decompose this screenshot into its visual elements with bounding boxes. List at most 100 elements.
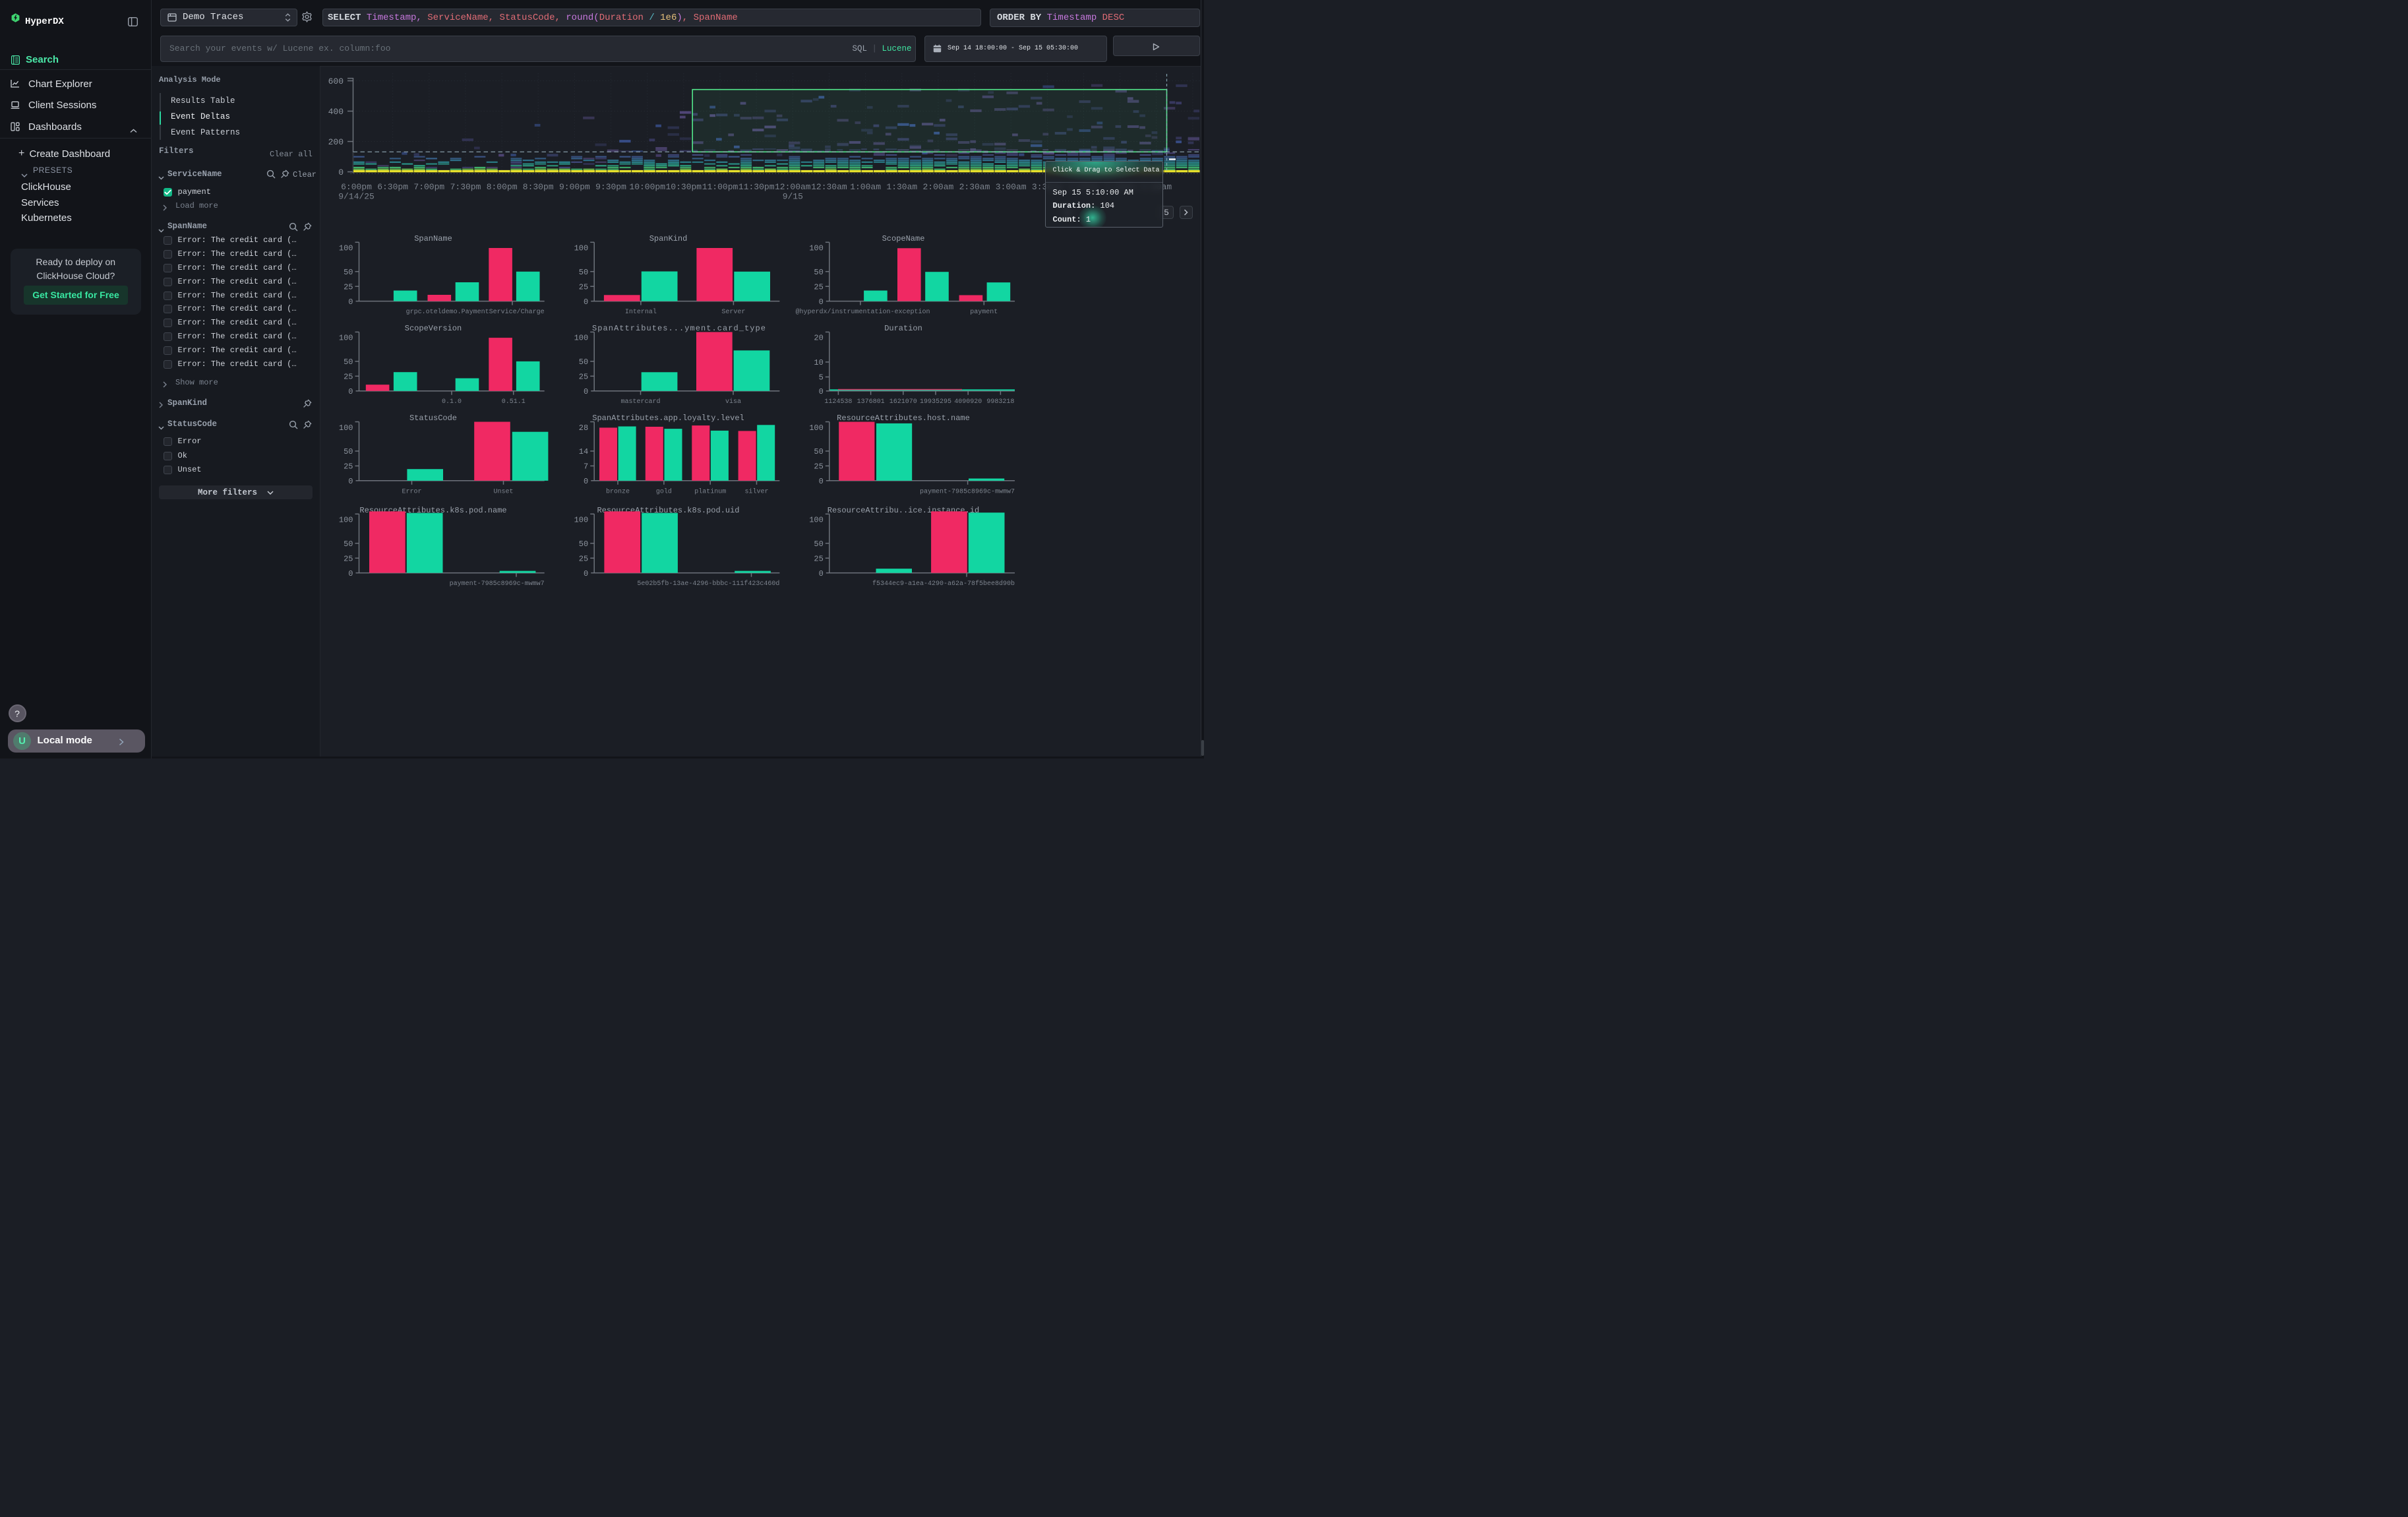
svg-text:1124538: 1124538 [824, 398, 852, 406]
svg-text:1376801: 1376801 [857, 398, 885, 406]
svg-text:6:30pm: 6:30pm [377, 182, 408, 192]
svg-text:11:00pm: 11:00pm [702, 182, 738, 192]
svg-text:5: 5 [819, 373, 824, 383]
svg-text:0: 0 [819, 477, 824, 486]
svg-text:100: 100 [574, 516, 589, 525]
svg-text:StatusCode: StatusCode [409, 414, 457, 423]
svg-text:payment-7985c8969c-mwmw7: payment-7985c8969c-mwmw7 [450, 580, 545, 588]
svg-text:mastercard: mastercard [620, 398, 660, 406]
svg-text:2:30am: 2:30am [959, 182, 990, 192]
svg-text:Internal: Internal [625, 308, 657, 316]
svg-text:100: 100 [339, 516, 353, 525]
svg-text:Unset: Unset [493, 488, 513, 495]
svg-text:10: 10 [814, 358, 823, 367]
svg-text:0: 0 [348, 387, 353, 396]
svg-text:9/15: 9/15 [783, 192, 803, 202]
svg-text:200: 200 [328, 137, 344, 147]
svg-text:12:30am: 12:30am [811, 182, 847, 192]
svg-text:25: 25 [344, 554, 353, 563]
svg-text:50: 50 [814, 268, 823, 277]
svg-text:7:00pm: 7:00pm [413, 182, 444, 192]
svg-text:0.1.0: 0.1.0 [442, 398, 462, 406]
svg-text:100: 100 [339, 334, 353, 343]
svg-text:8:30pm: 8:30pm [523, 182, 554, 192]
svg-text:Duration: Duration [884, 324, 922, 333]
svg-text:bronze: bronze [606, 487, 630, 495]
svg-text:19935295: 19935295 [920, 398, 951, 406]
svg-text:@hyperdx/instrumentation-excep: @hyperdx/instrumentation-exception [795, 308, 930, 316]
svg-text:50: 50 [344, 268, 353, 277]
svg-text:grpc.oteldemo.PaymentService/C: grpc.oteldemo.PaymentService/Charge [406, 308, 545, 316]
svg-text:0: 0 [819, 297, 824, 307]
svg-text:50: 50 [344, 357, 353, 367]
svg-text:28: 28 [579, 423, 588, 433]
svg-text:14: 14 [579, 447, 588, 456]
svg-text:platinum: platinum [694, 487, 726, 495]
svg-text:6:00pm: 6:00pm [341, 182, 372, 192]
svg-text:50: 50 [814, 540, 823, 549]
svg-text:50: 50 [579, 540, 588, 549]
svg-text:silver: silver [744, 487, 768, 495]
svg-text:100: 100 [339, 423, 353, 433]
svg-text:2:00am: 2:00am [922, 182, 953, 192]
svg-text:10:00pm: 10:00pm [629, 182, 665, 192]
svg-text:100: 100 [809, 516, 824, 525]
svg-text:9/14/25: 9/14/25 [338, 192, 375, 202]
svg-text:25: 25 [814, 282, 823, 292]
svg-text:ScopeVersion: ScopeVersion [405, 324, 462, 333]
svg-text:f5344ec9-a1ea-4290-a62a-78f5be: f5344ec9-a1ea-4290-a62a-78f5bee8d90b [872, 580, 1015, 588]
svg-text:100: 100 [574, 334, 589, 343]
svg-text:0: 0 [348, 569, 353, 578]
svg-text:visa: visa [725, 398, 741, 406]
svg-text:50: 50 [344, 540, 353, 549]
svg-text:50: 50 [579, 357, 588, 367]
svg-text:400: 400 [328, 107, 344, 117]
svg-text:gold: gold [656, 487, 672, 495]
svg-text:3:00am: 3:00am [996, 182, 1027, 192]
svg-text:20: 20 [814, 333, 823, 342]
svg-text:25: 25 [579, 282, 588, 292]
svg-text:1621070: 1621070 [889, 398, 917, 406]
svg-text:ScopeName: ScopeName [882, 234, 925, 243]
svg-text:10:30pm: 10:30pm [665, 182, 702, 192]
svg-text:1:30am: 1:30am [886, 182, 917, 192]
svg-text:SpanName: SpanName [414, 234, 452, 243]
svg-text:SpanAttributes...yment.card_ty: SpanAttributes...yment.card_type [592, 324, 766, 333]
svg-text:0: 0 [819, 387, 824, 396]
svg-text:25: 25 [579, 554, 588, 563]
svg-text:9983218: 9983218 [986, 398, 1014, 406]
svg-text:25: 25 [344, 462, 353, 472]
svg-text:100: 100 [809, 423, 824, 433]
svg-text:25: 25 [814, 462, 823, 472]
svg-text:payment: payment [970, 309, 998, 316]
svg-text:7: 7 [584, 462, 588, 472]
svg-text:0: 0 [338, 168, 344, 177]
svg-text:25: 25 [344, 373, 353, 382]
svg-text:100: 100 [339, 244, 353, 253]
svg-text:0: 0 [819, 569, 824, 578]
svg-text:SpanKind: SpanKind [649, 234, 688, 243]
svg-text:50: 50 [344, 447, 353, 456]
svg-text:0: 0 [348, 477, 353, 486]
svg-text:Server: Server [721, 309, 745, 316]
svg-text:5e02b5fb-13ae-4296-bbbc-111f42: 5e02b5fb-13ae-4296-bbbc-111f423c460d [637, 580, 779, 588]
svg-text:0: 0 [584, 569, 588, 578]
svg-text:4090920: 4090920 [954, 398, 982, 406]
svg-text:50: 50 [579, 268, 588, 277]
svg-text:25: 25 [344, 282, 353, 292]
svg-text:0: 0 [584, 387, 588, 396]
svg-text:0: 0 [584, 477, 588, 486]
svg-text:0: 0 [584, 297, 588, 307]
svg-text:9:30pm: 9:30pm [595, 182, 626, 192]
svg-text:7:30pm: 7:30pm [450, 182, 481, 192]
svg-text:12:00am: 12:00am [775, 182, 811, 192]
svg-text:600: 600 [328, 77, 344, 86]
svg-text:50: 50 [814, 447, 823, 456]
svg-text:ResourceAttributes.host.name: ResourceAttributes.host.name [837, 414, 970, 423]
svg-text:100: 100 [574, 244, 589, 253]
svg-text:payment-7985c8969c-mwmw7: payment-7985c8969c-mwmw7 [920, 488, 1015, 495]
svg-text:11:30pm: 11:30pm [738, 182, 775, 192]
svg-text:SpanAttributes.app.loyalty.lev: SpanAttributes.app.loyalty.level [592, 414, 744, 423]
svg-text:Error: Error [402, 488, 421, 495]
svg-text:8:00pm: 8:00pm [487, 182, 518, 192]
